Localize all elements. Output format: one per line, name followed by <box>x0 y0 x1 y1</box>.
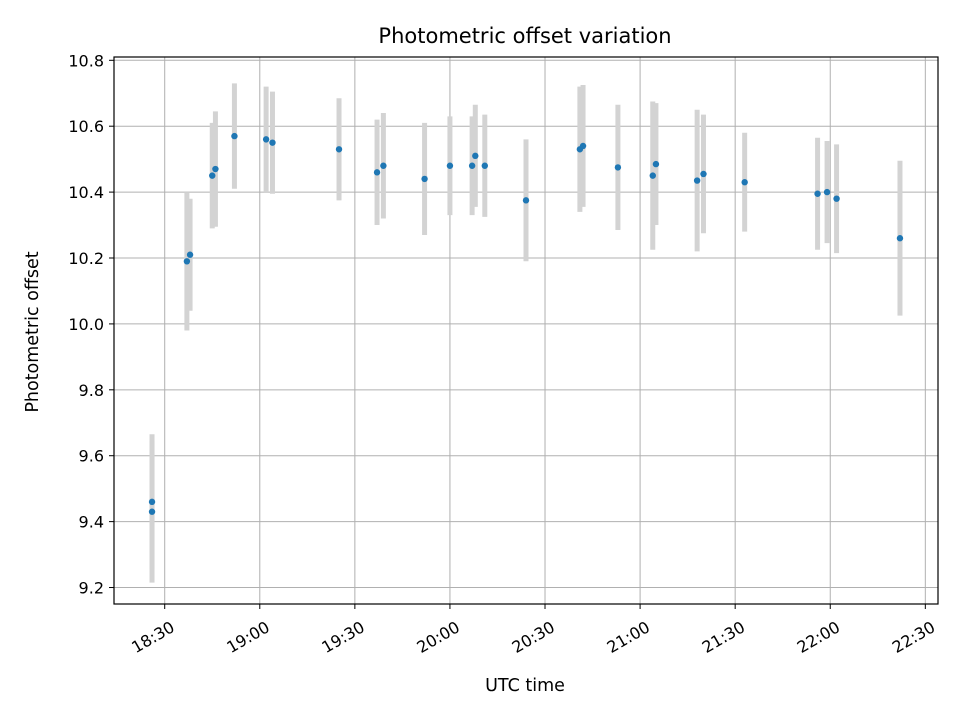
data-point <box>446 162 454 169</box>
y-tick-label: 10.8 <box>68 51 104 70</box>
data-point <box>186 251 194 258</box>
y-tick-label: 9.2 <box>79 579 104 598</box>
data-point <box>652 160 660 168</box>
data-point <box>472 152 479 160</box>
data-points <box>148 132 904 515</box>
data-point <box>468 162 476 169</box>
data-point <box>579 142 587 150</box>
data-point <box>614 164 622 171</box>
data-point <box>183 258 191 265</box>
data-point <box>380 162 387 169</box>
x-axis-label: UTC time <box>485 676 565 696</box>
data-point <box>421 175 428 183</box>
y-axis-label: Photometric offset <box>23 251 43 412</box>
data-point <box>335 146 343 153</box>
data-point <box>373 169 381 176</box>
y-tick-label: 9.6 <box>79 447 104 466</box>
data-point <box>231 132 238 140</box>
data-point <box>522 197 530 204</box>
grid <box>114 57 938 604</box>
y-tick-label: 10.2 <box>68 249 104 268</box>
data-point <box>693 177 701 184</box>
data-point <box>212 165 219 173</box>
data-point <box>649 172 656 179</box>
data-point <box>262 136 270 143</box>
data-point <box>814 190 821 197</box>
data-point <box>833 195 840 202</box>
y-axis-ticks: 9.2 9.4 9.6 9.8 10.0 10.2 10.4 10.6 10.8 <box>68 51 114 598</box>
data-point <box>148 498 156 506</box>
data-point <box>741 179 748 186</box>
data-point <box>269 139 276 146</box>
chart-title: Photometric offset variation <box>378 24 671 48</box>
data-point <box>700 170 707 178</box>
y-tick-label: 10.0 <box>68 315 104 334</box>
y-tick-label: 10.4 <box>68 183 104 202</box>
y-tick-label: 9.8 <box>79 381 104 400</box>
data-point <box>148 508 156 515</box>
y-tick-label: 9.4 <box>79 513 104 532</box>
plot-frame <box>113 56 939 605</box>
data-point <box>481 162 488 169</box>
y-tick-label: 10.6 <box>68 117 104 136</box>
data-point <box>209 172 216 179</box>
data-point <box>896 235 904 242</box>
data-point <box>823 188 831 196</box>
